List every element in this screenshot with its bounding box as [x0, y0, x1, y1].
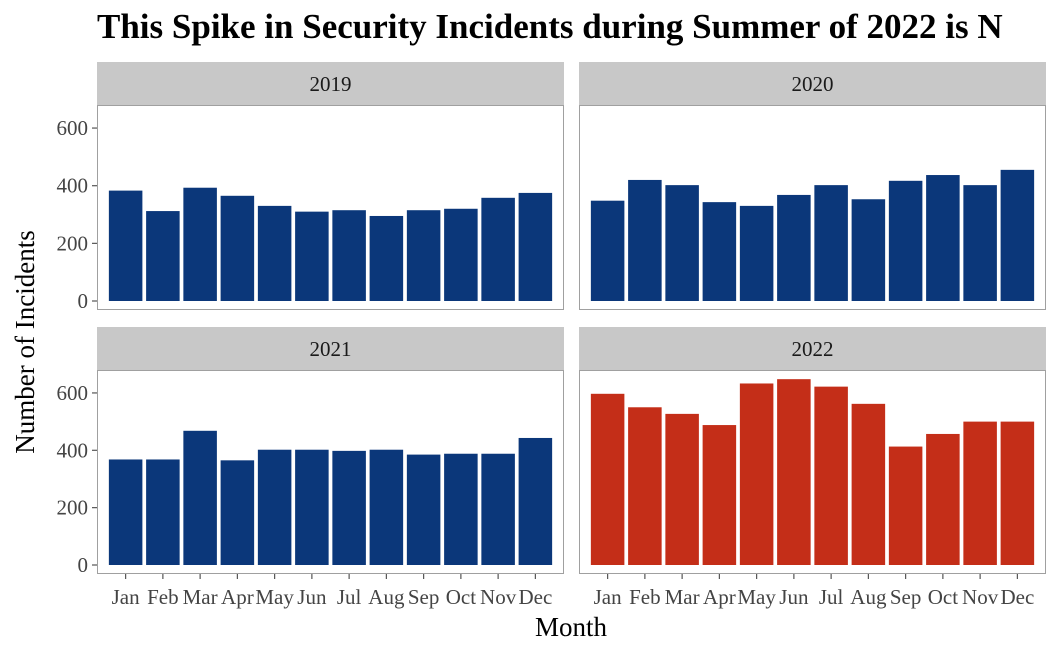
x-tick-label-2021-feb: Feb — [147, 585, 179, 609]
bar-2021-oct — [444, 453, 478, 565]
bar-2021-sep — [406, 454, 441, 565]
y-tick-label-2019-400: 400 — [57, 174, 89, 198]
facet-strip-2022 — [579, 327, 1046, 370]
bar-2022-oct — [926, 433, 960, 565]
bar-2021-aug — [369, 449, 404, 565]
bar-2021-nov — [481, 453, 515, 565]
bar-2021-apr — [220, 460, 255, 565]
bar-2021-feb — [146, 459, 180, 565]
bar-2019-jan — [108, 190, 143, 301]
x-tick-label-2021-may: May — [255, 585, 294, 609]
y-tick-label-2021-200: 200 — [57, 496, 89, 520]
bar-2019-nov — [481, 197, 515, 301]
x-tick-label-2022-oct: Oct — [928, 585, 958, 609]
x-tick-label-2022-feb: Feb — [629, 585, 661, 609]
bar-2020-aug — [851, 199, 886, 301]
x-tick-label-2022-jul: Jul — [819, 585, 844, 609]
x-tick-label-2021-nov: Nov — [480, 585, 517, 609]
bar-2021-dec — [518, 437, 553, 565]
bar-2020-may — [739, 205, 774, 301]
x-tick-label-2021-mar: Mar — [183, 585, 218, 609]
facet-label-2022: 2022 — [792, 337, 834, 361]
bar-2019-may — [257, 205, 292, 301]
bar-2022-jul — [814, 386, 848, 565]
x-tick-label-2022-sep: Sep — [890, 585, 922, 609]
x-tick-label-2022-apr: Apr — [703, 585, 736, 609]
facet-strip-2021 — [97, 327, 564, 370]
x-tick-label-2022-may: May — [737, 585, 776, 609]
bar-2021-jan — [108, 459, 143, 565]
x-tick-label-2022-nov: Nov — [962, 585, 999, 609]
bar-2020-nov — [963, 185, 997, 301]
x-tick-label-2021-jul: Jul — [337, 585, 362, 609]
bar-2022-nov — [963, 421, 997, 565]
bar-2021-may — [257, 449, 292, 565]
bar-2022-mar — [665, 413, 699, 565]
y-tick-label-2019-0: 0 — [78, 289, 89, 313]
bar-2022-sep — [888, 446, 923, 565]
bar-2020-jul — [814, 185, 848, 301]
x-tick-label-2021-dec: Dec — [518, 585, 552, 609]
facet-strip-2020 — [579, 62, 1046, 105]
bar-2020-feb — [628, 179, 662, 301]
x-tick-label-2022-dec: Dec — [1000, 585, 1034, 609]
x-tick-label-2021-apr: Apr — [221, 585, 254, 609]
x-tick-label-2022-aug: Aug — [850, 585, 887, 609]
bar-2022-jun — [777, 379, 811, 565]
bar-2019-jun — [295, 211, 329, 301]
bar-2019-feb — [146, 211, 180, 301]
bar-2022-apr — [702, 425, 737, 565]
bar-2020-jun — [777, 194, 811, 301]
bar-2020-jan — [590, 200, 625, 301]
y-tick-label-2019-600: 600 — [57, 116, 89, 140]
x-tick-label-2021-jun: Jun — [297, 585, 327, 609]
bar-2020-sep — [888, 180, 923, 301]
bar-2019-aug — [369, 215, 404, 301]
bar-2021-jun — [295, 449, 329, 565]
bar-2020-oct — [926, 175, 960, 301]
bar-2022-feb — [628, 407, 662, 565]
bar-2021-jul — [332, 450, 366, 565]
bar-2019-dec — [518, 192, 553, 301]
facet-label-2019: 2019 — [310, 72, 352, 96]
bar-2022-jan — [590, 393, 625, 565]
x-tick-label-2022-mar: Mar — [665, 585, 700, 609]
bar-2019-jul — [332, 210, 366, 301]
x-tick-label-2021-sep: Sep — [408, 585, 440, 609]
bar-2022-aug — [851, 403, 886, 565]
y-tick-label-2021-0: 0 — [78, 553, 89, 577]
bar-2019-mar — [183, 187, 217, 301]
facet-label-2021: 2021 — [310, 337, 352, 361]
facet-label-2020: 2020 — [792, 72, 834, 96]
bar-2021-mar — [183, 430, 217, 565]
x-tick-label-2021-oct: Oct — [446, 585, 476, 609]
bar-2020-mar — [665, 185, 699, 301]
bar-2020-apr — [702, 202, 737, 301]
x-tick-label-2021-jan: Jan — [112, 585, 140, 609]
bar-2022-dec — [1000, 421, 1035, 565]
x-tick-label-2022-jan: Jan — [594, 585, 622, 609]
x-tick-label-2021-aug: Aug — [368, 585, 405, 609]
y-tick-label-2019-200: 200 — [57, 231, 89, 255]
bar-2019-apr — [220, 195, 255, 301]
bar-2019-sep — [406, 210, 441, 301]
bar-2019-oct — [444, 208, 478, 301]
bar-2020-dec — [1000, 169, 1035, 301]
y-axis-label: Number of Incidents — [10, 230, 40, 453]
facet-strip-2019 — [97, 62, 564, 105]
y-tick-label-2021-600: 600 — [57, 381, 89, 405]
chart-title: This Spike in Security Incidents during … — [97, 7, 1003, 46]
x-axis-label: Month — [535, 612, 608, 642]
bar-2022-may — [739, 383, 774, 565]
y-tick-label-2021-400: 400 — [57, 438, 89, 462]
x-tick-label-2022-jun: Jun — [779, 585, 809, 609]
